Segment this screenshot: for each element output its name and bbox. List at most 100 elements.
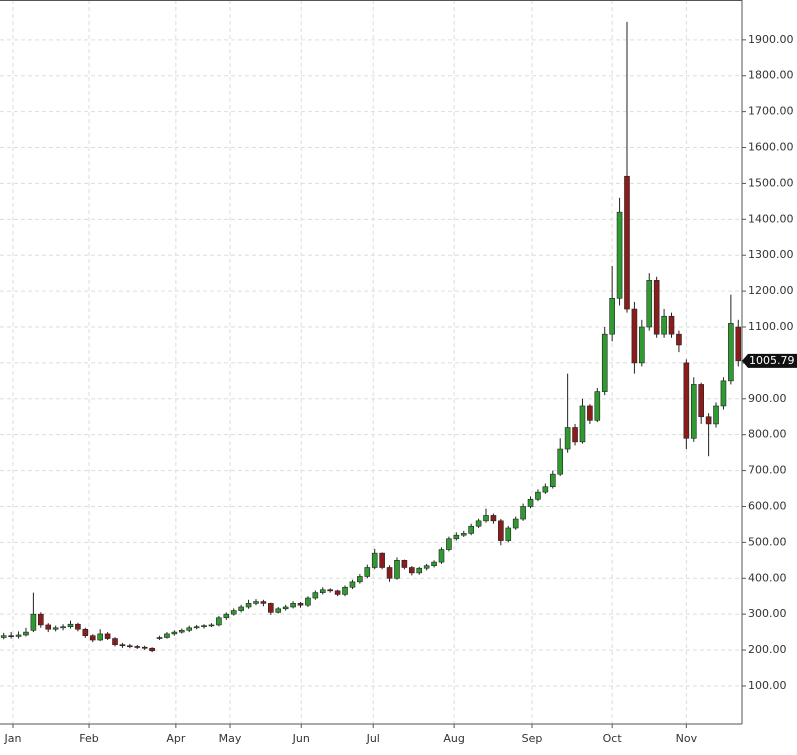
candle-body: [305, 597, 311, 606]
y-tick-label: 500.00: [748, 535, 787, 548]
candle-body: [349, 581, 356, 588]
x-tick-label: Feb: [79, 732, 98, 745]
candle-body: [698, 384, 704, 418]
candle-body: [653, 280, 660, 335]
candle-body: [498, 520, 504, 541]
candle-body: [134, 646, 141, 648]
candle-body: [564, 427, 571, 450]
candle-body: [483, 515, 489, 522]
y-tick-label: 1600.00: [748, 141, 794, 154]
candle-body: [490, 515, 497, 522]
candle-body: [238, 606, 244, 611]
x-tick-label: Jul: [366, 732, 380, 745]
candle-body: [735, 326, 742, 362]
candle-body: [89, 635, 96, 641]
candle-body: [268, 603, 274, 613]
candle-body: [319, 589, 326, 593]
candle-body: [327, 589, 333, 592]
candle-body: [601, 333, 608, 392]
y-tick-label: 1700.00: [748, 105, 794, 118]
last-price-marker: [742, 353, 797, 368]
candle-body: [371, 552, 378, 568]
candle-body: [178, 630, 185, 633]
candle-body: [661, 315, 667, 335]
candle-body: [557, 448, 564, 475]
candle-body: [542, 486, 549, 493]
candle-body: [156, 637, 163, 639]
candle-body: [460, 533, 467, 536]
candle-body: [45, 624, 52, 630]
candle-body: [30, 613, 37, 631]
candle-body: [75, 623, 81, 630]
candle-body: [646, 280, 653, 328]
candle-body: [720, 380, 727, 407]
candle-body: [208, 624, 215, 627]
candle-body: [587, 405, 593, 421]
candle-body: [290, 603, 296, 608]
y-tick-label: 1300.00: [748, 248, 794, 261]
candle-body: [112, 638, 118, 645]
candle-body: [401, 560, 408, 568]
candle-body: [475, 520, 482, 527]
y-tick-label: 400.00: [748, 571, 787, 584]
candle-body: [423, 565, 430, 569]
y-tick-label: 1200.00: [748, 284, 794, 297]
candle-body: [260, 601, 267, 604]
candle-body: [713, 405, 719, 425]
candle-body: [535, 491, 541, 500]
x-tick-label: Jan: [4, 732, 22, 745]
candle-body: [705, 416, 712, 425]
y-tick-label: 900.00: [748, 392, 787, 405]
candle-body: [230, 610, 237, 615]
candle-body: [364, 567, 371, 577]
candle-body: [676, 333, 682, 346]
candle-body: [468, 525, 474, 534]
candle-body: [127, 645, 133, 648]
candle-body: [312, 592, 319, 599]
candle-body: [527, 498, 534, 507]
candle-body: [275, 608, 282, 613]
candle-body: [624, 175, 630, 310]
candle-body: [690, 384, 697, 439]
candle-body: [297, 603, 304, 606]
y-tick-label: 1100.00: [748, 320, 794, 333]
x-tick-label: Apr: [166, 732, 186, 745]
candle-body: [38, 613, 44, 626]
candle-body: [193, 626, 200, 629]
candle-body: [342, 586, 348, 595]
candle-body: [594, 391, 601, 421]
y-tick-label: 600.00: [748, 499, 787, 512]
candle-body: [431, 561, 437, 567]
y-tick-label: 800.00: [748, 428, 787, 441]
candle-body: [216, 617, 222, 626]
x-tick-label: Sep: [522, 732, 543, 745]
candle-body: [15, 634, 22, 637]
candle-body: [149, 647, 155, 652]
y-tick-label: 100.00: [748, 679, 787, 692]
candle-body: [164, 633, 170, 638]
candle-body: [141, 646, 148, 649]
candle-body: [386, 567, 393, 579]
candle-body: [572, 427, 578, 443]
candle-body: [683, 362, 690, 439]
candle-body: [104, 633, 111, 639]
candle-body: [668, 315, 675, 335]
candle-body: [379, 552, 385, 568]
candle-body: [357, 576, 363, 583]
candle-body: [639, 326, 645, 364]
y-tick-label: 1400.00: [748, 212, 794, 225]
y-tick-label: 700.00: [748, 464, 787, 477]
y-tick-label: 1900.00: [748, 33, 794, 46]
candle-body: [201, 625, 207, 628]
x-tick-label: May: [219, 732, 242, 745]
candle-body: [512, 518, 519, 529]
candle-body: [728, 323, 734, 382]
candle-body: [67, 623, 74, 628]
x-tick-label: Jun: [292, 732, 310, 745]
candle-body: [579, 405, 586, 443]
candle-body: [446, 538, 452, 550]
candle-body: [171, 631, 178, 635]
candle-body: [334, 590, 341, 595]
